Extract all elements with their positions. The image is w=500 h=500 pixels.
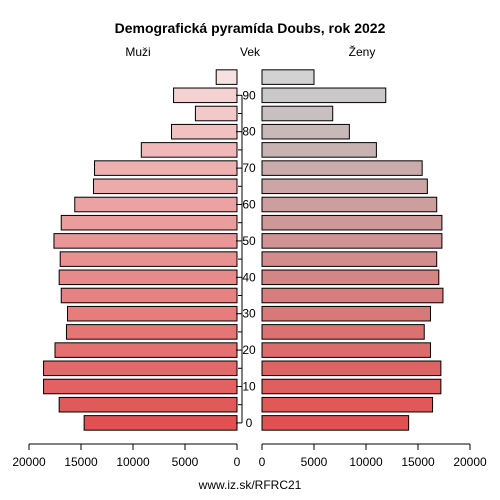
age-tick-label: 20 <box>242 343 256 357</box>
male-x-tick-label: 15000 <box>64 455 98 469</box>
chart-title: Demografická pyramída Doubs, rok 2022 <box>115 20 386 36</box>
female-x-tick-label: 10000 <box>349 455 383 469</box>
female-bar <box>261 233 443 249</box>
male-bar <box>54 342 238 358</box>
male-axis-label: Muži <box>125 45 150 59</box>
female-bar <box>261 178 428 195</box>
male-bar <box>53 233 238 249</box>
male-x-tick-label: 10000 <box>116 455 150 469</box>
female-x-tick-label: 20000 <box>453 455 487 469</box>
male-bar <box>140 142 238 158</box>
female-bar <box>261 123 350 140</box>
female-x-tick-label: 15000 <box>401 455 435 469</box>
male-x-tick-label: 5000 <box>172 455 199 469</box>
female-bar <box>261 87 387 104</box>
female-bar <box>261 360 442 377</box>
male-bar <box>58 396 238 413</box>
male-bar <box>58 269 238 286</box>
female-bar <box>261 251 438 267</box>
female-bar <box>261 342 431 358</box>
age-axis-label: Vek <box>240 45 261 59</box>
male-bar <box>173 87 238 104</box>
female-axis-label: Ženy <box>349 44 376 59</box>
female-bar <box>261 196 438 213</box>
female-bar <box>261 378 442 395</box>
male-x-tick-label: 20000 <box>12 455 46 469</box>
male-bar <box>74 196 238 213</box>
male-bar <box>66 305 238 322</box>
age-tick-label: 90 <box>242 88 256 102</box>
male-bar <box>170 123 238 140</box>
male-bar <box>65 324 238 340</box>
age-tick-label: 80 <box>242 125 256 139</box>
male-bar <box>43 360 238 377</box>
female-bar <box>261 105 334 122</box>
age-tick-label: 30 <box>242 307 256 321</box>
male-bar <box>60 287 238 304</box>
female-bar <box>261 214 443 231</box>
age-tick-label: 60 <box>242 198 256 212</box>
female-x-tick-label: 5000 <box>301 455 328 469</box>
male-bar <box>215 69 238 85</box>
female-bar <box>261 396 434 413</box>
age-tick-label: 50 <box>242 234 256 248</box>
male-bar <box>92 178 238 195</box>
male-bar <box>59 251 238 267</box>
female-bar <box>261 142 377 158</box>
male-bar <box>43 378 238 395</box>
female-bar <box>261 287 444 304</box>
male-x-tick-label: 0 <box>234 455 241 469</box>
female-bar <box>261 160 423 176</box>
axes-layer: 0 10 20 30 40 50 60 70 80 90 20000 20000 15000 15000 1… <box>12 88 487 469</box>
age-tick-label: 0 <box>246 416 253 430</box>
age-tick-label: 70 <box>242 161 256 175</box>
female-bar <box>261 69 315 85</box>
female-bar <box>261 324 425 340</box>
female-x-tick-label: 0 <box>259 455 266 469</box>
male-bar <box>60 214 238 231</box>
age-tick-label: 40 <box>242 270 256 284</box>
age-tick-label: 10 <box>242 380 256 394</box>
female-bar <box>261 305 431 322</box>
male-bar <box>83 415 238 431</box>
female-bar <box>261 269 440 286</box>
male-bar <box>94 160 238 176</box>
bars-layer <box>43 69 444 431</box>
male-bar <box>194 105 238 122</box>
source-caption: www.iz.sk/RFRC21 <box>198 478 302 492</box>
female-bar <box>261 415 410 431</box>
